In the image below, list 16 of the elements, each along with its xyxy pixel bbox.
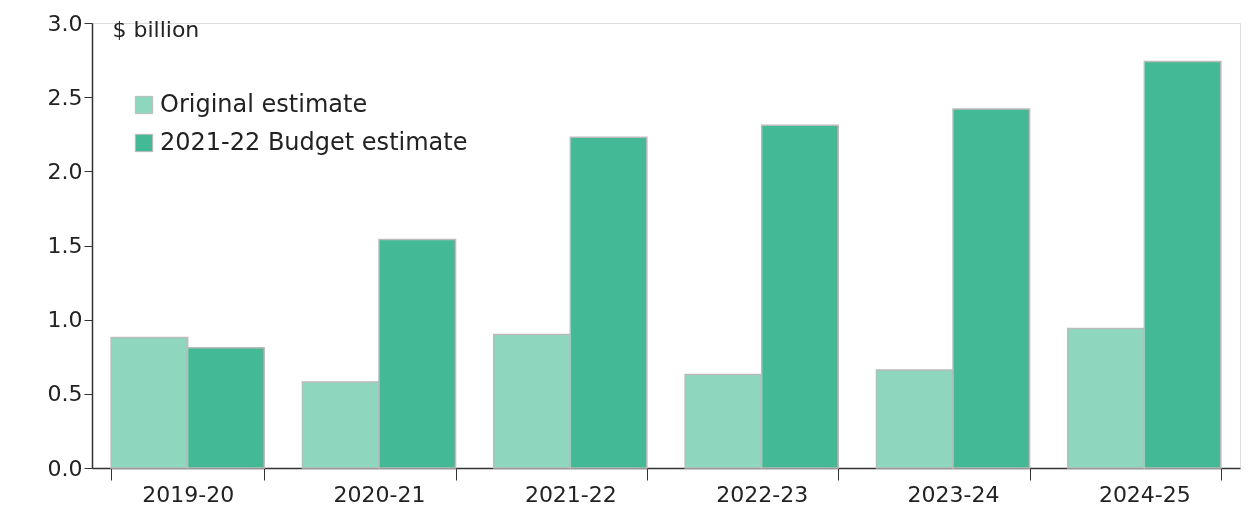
y-tick-label: 3.0 bbox=[47, 10, 83, 36]
x-tick-label: 2019-20 bbox=[142, 481, 235, 507]
y-tick-label: 2.0 bbox=[47, 158, 83, 184]
y-tick-label: 1.0 bbox=[47, 307, 83, 333]
x-tick-label: 2023-24 bbox=[907, 481, 1000, 507]
x-tick-label: 2021-22 bbox=[524, 481, 617, 507]
y-tick-label: 0.5 bbox=[47, 381, 83, 407]
legend-label: Original estimate bbox=[160, 90, 368, 118]
x-tick-label: 2022-23 bbox=[716, 481, 809, 507]
x-tick-label: 2020-21 bbox=[333, 481, 426, 507]
x-tick-label: 2024-25 bbox=[1098, 481, 1191, 507]
y-tick-label: 0.0 bbox=[47, 455, 83, 481]
legend-label: 2021-22 Budget estimate bbox=[160, 128, 468, 156]
y-axis-title: $ billion bbox=[112, 16, 200, 42]
y-tick-label: 2.5 bbox=[47, 84, 83, 110]
y-tick-label: 1.5 bbox=[47, 233, 83, 258]
